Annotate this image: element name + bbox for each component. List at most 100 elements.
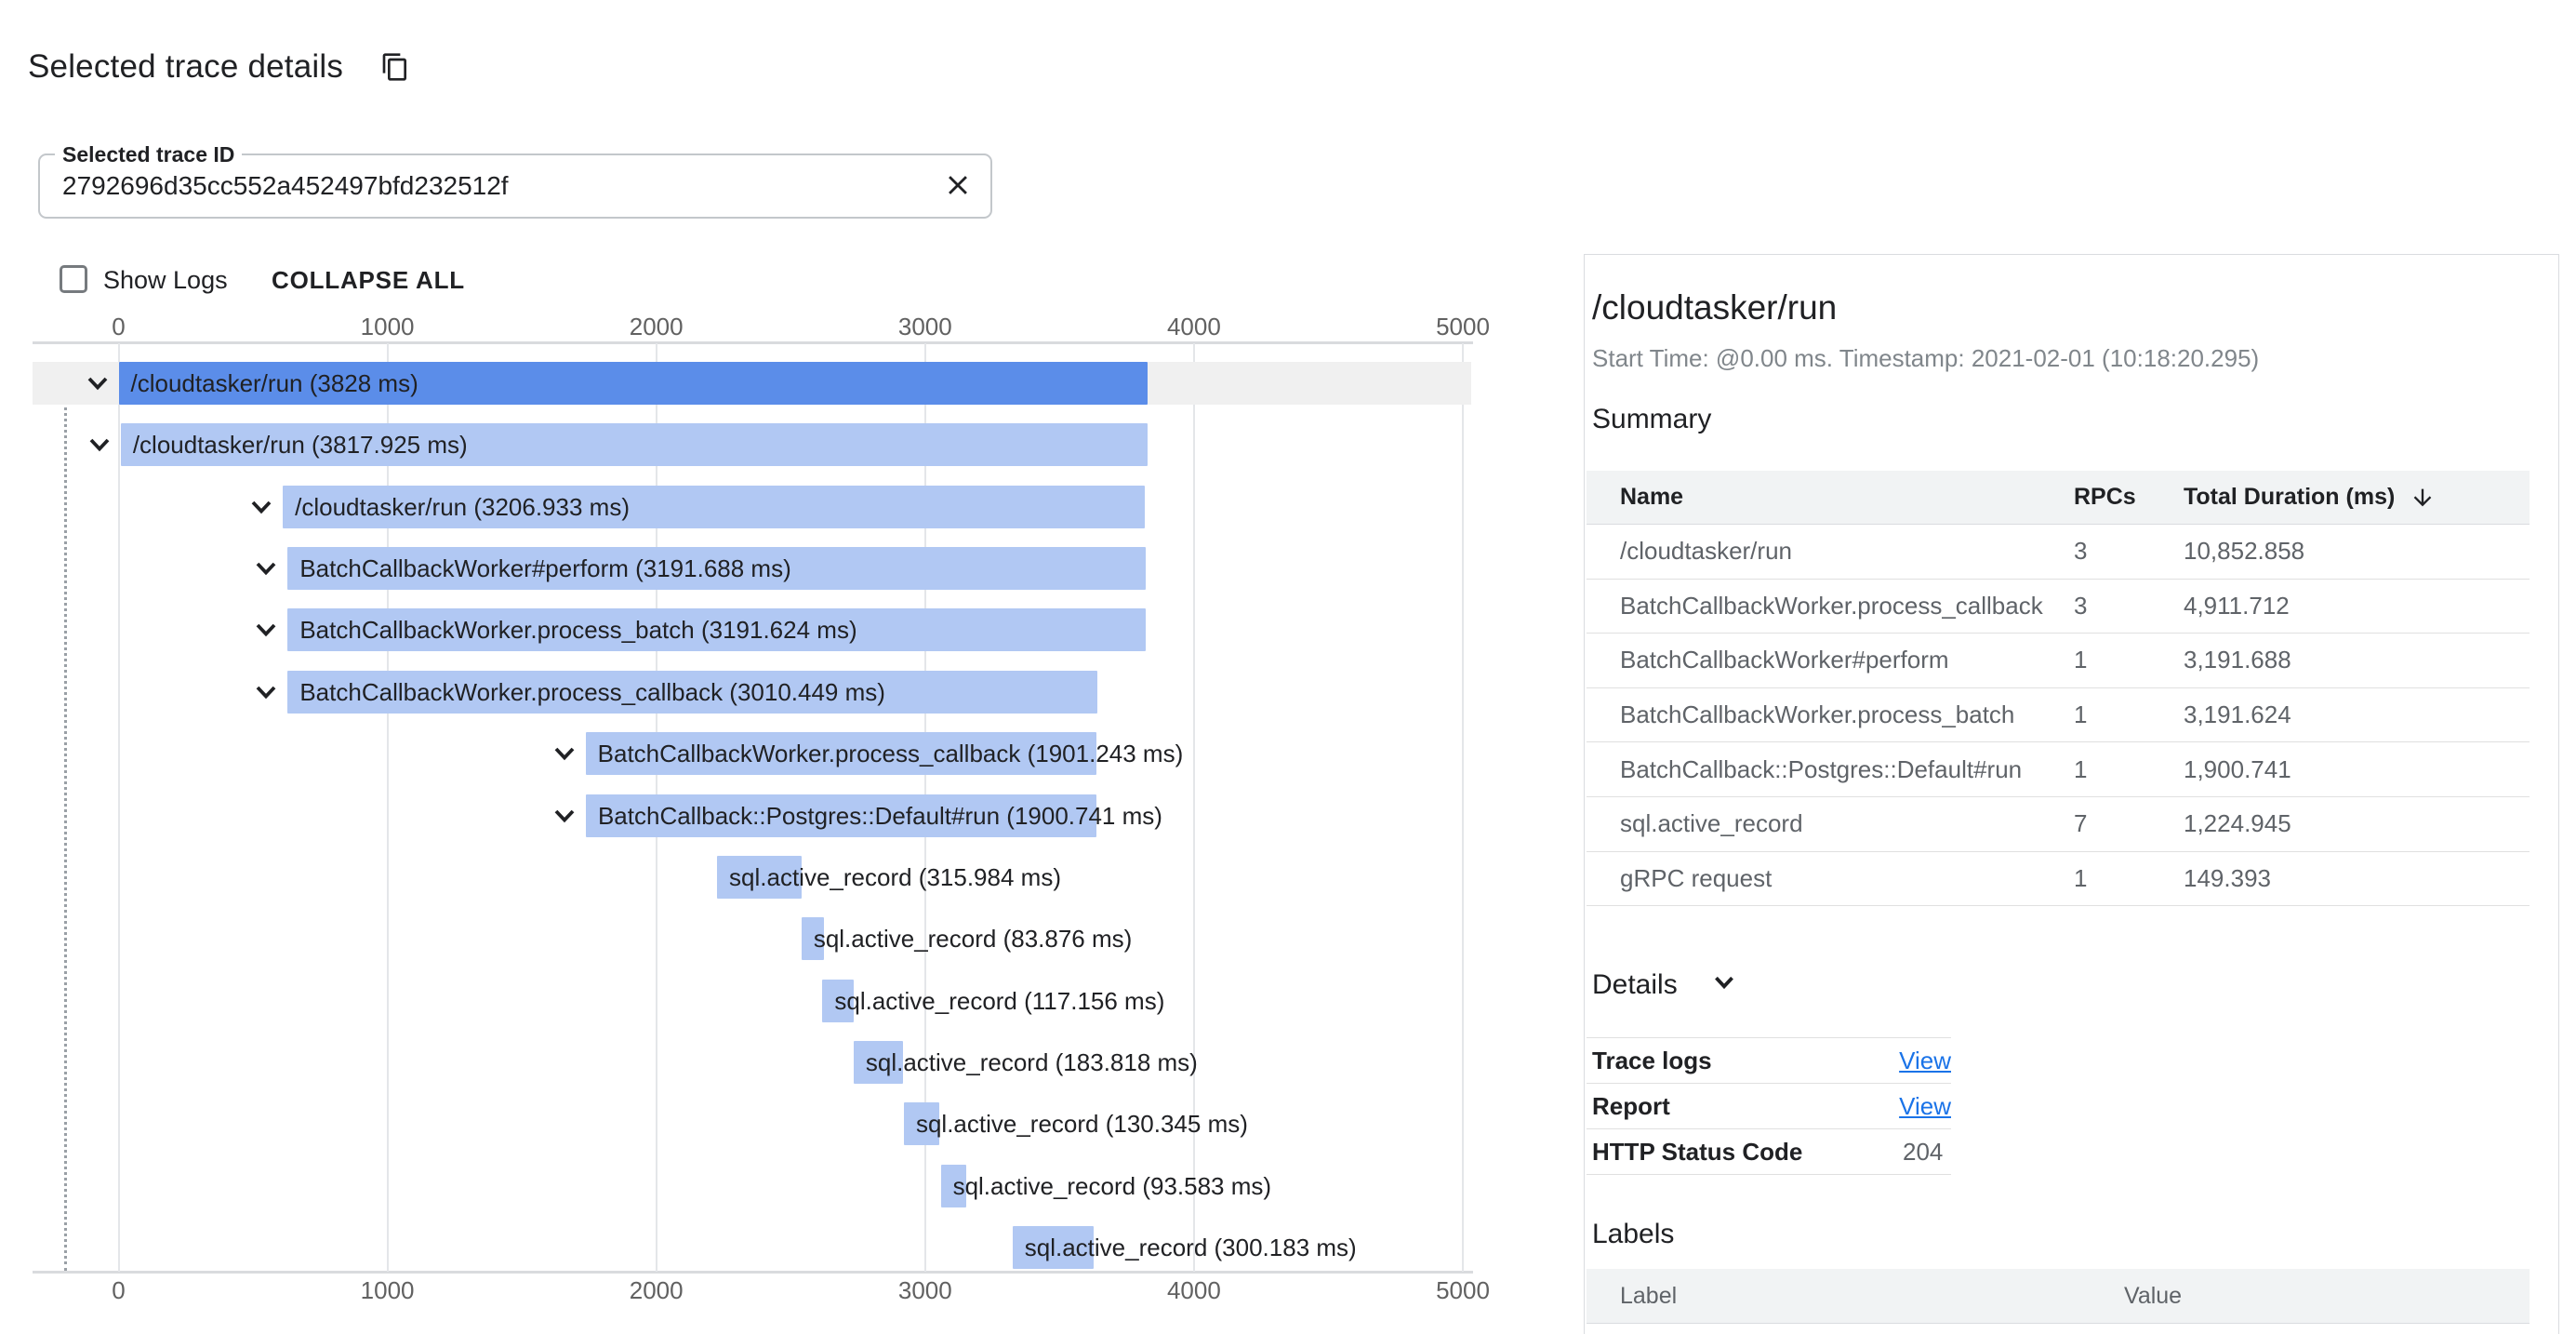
timeline-axis-top (33, 341, 1473, 344)
axis-tick-label: 4000 (1166, 313, 1221, 340)
axis-tick-label: 4000 (1166, 1276, 1221, 1304)
span-bar[interactable] (940, 1164, 966, 1207)
clear-trace-id-button[interactable] (942, 169, 974, 201)
span-bar[interactable] (822, 979, 855, 1022)
details-row: Report View (1587, 1084, 1951, 1129)
label-cell: / (1587, 1329, 2124, 1334)
summary-table-header: Name RPCs Total Duration (ms) (1587, 471, 2530, 525)
summary-name-cell: BatchCallbackWorker.process_batch (1620, 700, 2015, 729)
summary-rpcs-cell: 1 (2074, 646, 2088, 674)
details-label: Report (1592, 1091, 1670, 1120)
summary-row: BatchCallbackWorker.process_callback 3 4,9… (1587, 580, 2530, 634)
span-bar[interactable] (287, 547, 1147, 591)
axis-tick-label: 1000 (360, 1276, 415, 1304)
span-label: sql.active_record (117.156 ms) (834, 986, 1165, 1015)
expand-chevron-icon[interactable] (252, 554, 280, 582)
span-bar[interactable] (903, 1102, 939, 1146)
copy-icon (382, 53, 406, 81)
timeline-axis-bottom (33, 1271, 1473, 1274)
span-bar[interactable] (801, 917, 825, 961)
summary-col-rpcs[interactable]: RPCs (2074, 484, 2136, 510)
summary-rpcs-cell: 3 (2074, 537, 2088, 566)
summary-duration-cell: 4,911.712 (2184, 591, 2290, 620)
span-bar[interactable] (585, 732, 1097, 776)
labels-col-label: Label (1620, 1282, 1678, 1309)
summary-row: gRPC request 1 149.393 (1587, 852, 2530, 907)
axis-tick-label: 3000 (897, 1276, 952, 1304)
trace-start-guideline (64, 401, 67, 1271)
axis-tick-label: 1000 (360, 313, 415, 340)
summary-row: sql.active_record 7 1,224.945 (1587, 797, 2530, 852)
summary-rpcs-cell: 3 (2074, 591, 2088, 620)
summary-name-cell: BatchCallbackWorker.process_callback (1620, 591, 2043, 620)
expand-chevron-icon[interactable] (247, 493, 275, 521)
labels-col-value: Value (2124, 1282, 2183, 1309)
span-bar[interactable] (120, 423, 1148, 467)
span-bar[interactable] (585, 794, 1097, 837)
summary-name-cell: sql.active_record (1620, 809, 1803, 838)
trace-id-label: Selected trace ID (55, 142, 243, 167)
summary-heading: Summary (1592, 404, 1712, 434)
span-label: sql.active_record (130.345 ms) (915, 1110, 1248, 1139)
summary-col-name[interactable]: Name (1620, 484, 1684, 510)
show-logs-checkbox[interactable] (60, 265, 87, 293)
span-bar[interactable] (283, 485, 1146, 528)
summary-name-cell: /cloudtasker/run (1620, 537, 1792, 566)
view-link[interactable]: View (1899, 1091, 1951, 1120)
summary-name-cell: BatchCallback::Postgres::Default#run (1620, 754, 2023, 783)
details-table: Trace logs View Report View HTTP Status Code… (1587, 1037, 1951, 1175)
span-bar[interactable] (853, 1040, 904, 1084)
trace-id-input[interactable]: 2792696d35cc552a452497bfd232512f (62, 171, 509, 200)
details-value: 204 (1903, 1137, 1944, 1166)
summary-duration-cell: 1,900.741 (2184, 754, 2291, 783)
summary-name-cell: BatchCallbackWorker#perform (1620, 646, 1949, 674)
gridline (386, 343, 389, 1272)
trace-waterfall: 0 0 1000 1000 2000 2000 3000 3000 4000 4000 5000 50… (33, 313, 1490, 1304)
summary-duration-cell: 149.393 (2184, 863, 2271, 892)
collapse-all-button[interactable]: COLLAPSE ALL (272, 266, 465, 294)
span-bar[interactable] (1012, 1226, 1094, 1270)
show-logs-label[interactable]: Show Logs (103, 266, 228, 294)
expand-chevron-icon[interactable] (84, 369, 112, 397)
details-row: HTTP Status Code 204 (1587, 1129, 1951, 1175)
details-heading: Details (1592, 969, 1678, 1000)
details-collapse-toggle[interactable] (1709, 967, 1739, 1002)
expand-chevron-icon[interactable] (551, 740, 578, 767)
labels-heading: Labels (1592, 1219, 1675, 1249)
details-label: HTTP Status Code (1592, 1137, 1803, 1166)
summary-row: /cloudtasker/run 3 10,852.858 (1587, 525, 2530, 580)
details-row: Trace logs View (1587, 1038, 1951, 1084)
axis-tick-label: 5000 (1436, 313, 1490, 340)
expand-chevron-icon[interactable] (551, 802, 578, 830)
summary-row: BatchCallbackWorker.process_batch 1 3,191.… (1587, 688, 2530, 743)
value-cell: HTTP handled (2124, 1329, 2530, 1334)
span-start-info: Start Time: @0.00 ms. Timestamp: 2021-02… (1592, 344, 2260, 372)
axis-tick-label: 3000 (897, 313, 952, 340)
span-bar[interactable] (717, 855, 803, 899)
gridline (1462, 343, 1464, 1272)
label-row-partial: / HTTP handled (1587, 1324, 2530, 1334)
span-bar[interactable] (287, 670, 1097, 714)
span-details-card: /cloudtasker/run Start Time: @0.00 ms. T… (1584, 254, 2559, 1334)
expand-chevron-icon[interactable] (252, 616, 280, 644)
summary-duration-cell: 1,224.945 (2184, 809, 2291, 838)
span-title: /cloudtasker/run (1592, 288, 1838, 327)
sort-descending-icon[interactable] (2410, 485, 2436, 511)
details-value: View (1899, 1092, 1951, 1121)
labels-table: Label Value / HTTP handled (1587, 1269, 2530, 1334)
chevron-down-icon (1715, 976, 1734, 990)
summary-rpcs-cell: 1 (2074, 754, 2088, 783)
close-icon (949, 176, 967, 194)
span-bar[interactable] (118, 362, 1149, 405)
details-value: View (1899, 1047, 1951, 1075)
view-link[interactable]: View (1899, 1046, 1951, 1074)
expand-chevron-icon[interactable] (252, 678, 280, 706)
expand-chevron-icon[interactable] (86, 431, 113, 459)
span-bar[interactable] (287, 608, 1147, 652)
copy-trace-button[interactable] (379, 52, 411, 84)
axis-tick-label: 2000 (629, 1276, 684, 1304)
summary-table: Name RPCs Total Duration (ms) /cloudtask… (1587, 471, 2530, 907)
summary-col-duration[interactable]: Total Duration (ms) (2184, 484, 2530, 511)
axis-tick-label: 5000 (1436, 1276, 1490, 1304)
